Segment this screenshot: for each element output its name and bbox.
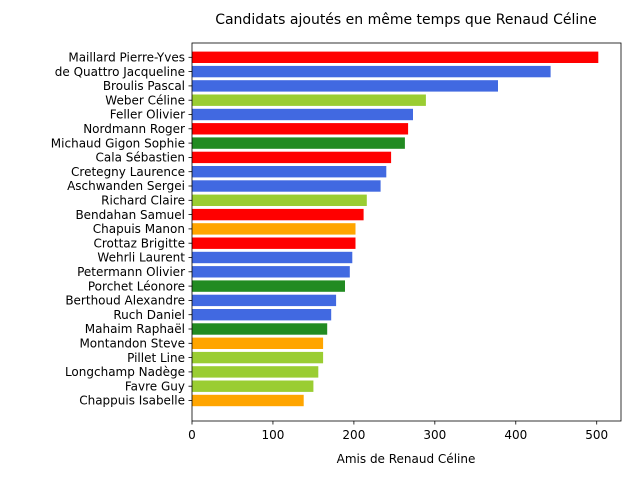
y-tick-label: Feller Olivier (110, 108, 185, 122)
bar (192, 394, 304, 407)
y-tick-label: Porchet Léonore (88, 279, 185, 293)
bar (192, 194, 367, 206)
y-tick-label: Cretegny Laurence (71, 165, 185, 179)
y-tick-label: Bendahan Samuel (75, 208, 185, 222)
y-tick-label: Cala Sébastien (96, 151, 185, 165)
bar (192, 294, 337, 307)
y-tick-label: Berthoud Alexandre (65, 294, 185, 308)
y-tick-label: Crottaz Brigitte (93, 236, 185, 250)
x-axis-label: Amis de Renaud Céline (337, 452, 476, 466)
bar (192, 108, 413, 121)
bar (192, 351, 324, 364)
bar (192, 237, 356, 249)
bar (192, 208, 364, 221)
y-tick-label: Ruch Daniel (113, 308, 185, 322)
y-tick-label: Chapuis Manon (93, 222, 185, 236)
bar (192, 94, 426, 106)
y-tick-label: Favre Guy (125, 379, 185, 393)
bar (192, 151, 392, 164)
bar (192, 223, 356, 235)
y-tick-label: Michaud Gigon Sophie (51, 136, 185, 150)
y-tick-label: Nordmann Roger (83, 122, 185, 136)
y-tick-label: Weber Céline (105, 93, 185, 107)
x-tick-label: 400 (504, 428, 527, 442)
y-tick-label: Aschwanden Sergei (67, 179, 185, 193)
chart-title: Candidats ajoutés en même temps que Rena… (215, 12, 597, 28)
bar (192, 51, 599, 63)
y-tick-label: Chappuis Isabelle (79, 394, 185, 408)
y-tick-label: Petermann Olivier (77, 265, 185, 279)
bar (192, 323, 328, 335)
x-tick-label: 0 (188, 428, 196, 442)
y-tick-label: Pillet Line (127, 351, 185, 365)
y-tick-label: Longchamp Nadège (65, 365, 185, 379)
y-tick-label: Broulis Pascal (103, 79, 185, 93)
bar (192, 280, 345, 292)
x-axis: 0 100 200 300 400 500 (188, 421, 608, 442)
bar (192, 266, 350, 278)
y-tick-label: Richard Claire (101, 194, 185, 208)
bar (192, 380, 314, 392)
bars-group (192, 51, 599, 407)
x-tick-label: 500 (585, 428, 608, 442)
x-tick-label: 100 (261, 428, 284, 442)
bar (192, 251, 353, 264)
bar (192, 166, 387, 178)
y-tick-label: Montandon Steve (79, 337, 185, 351)
y-tick-label: Maillard Pierre-Yves (68, 51, 185, 65)
bar (192, 337, 324, 349)
bar (192, 80, 498, 92)
bar (192, 65, 551, 78)
y-tick-label: Wehrli Laurent (97, 251, 185, 265)
bar (192, 309, 332, 321)
y-tick-label: de Quattro Jacqueline (55, 65, 185, 79)
plot-frame (191, 42, 622, 422)
bar (192, 180, 381, 192)
bar (192, 137, 405, 149)
x-tick-label: 200 (342, 428, 365, 442)
bar (192, 366, 319, 378)
y-tick-label: Mahaim Raphaël (85, 322, 185, 336)
bar (192, 123, 409, 135)
x-tick-label: 300 (423, 428, 446, 442)
